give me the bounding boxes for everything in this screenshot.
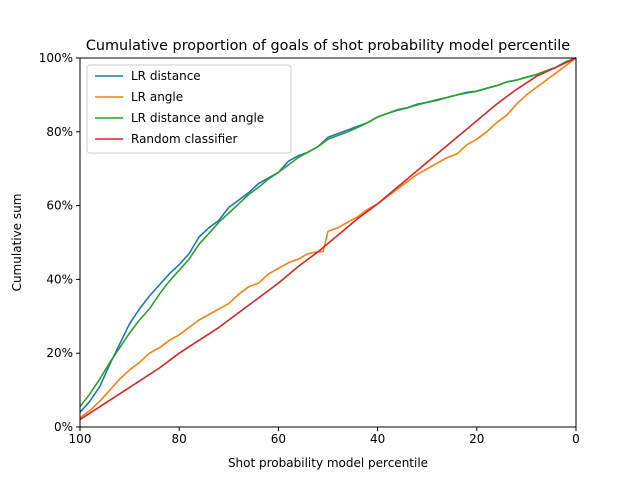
chart-title: Cumulative proportion of goals of shot p… [86, 38, 570, 54]
y-tick-label: 60% [46, 199, 73, 213]
series-line-3 [79, 57, 577, 421]
y-axis-label: Cumulative sum [10, 194, 24, 292]
x-tick-label: 0 [572, 432, 580, 446]
x-axis-ticks: 100 80 60 40 20 0 [69, 427, 580, 446]
y-tick-label: 40% [46, 272, 73, 286]
y-tick-label: 80% [46, 125, 73, 139]
y-tick-label: 0% [54, 420, 73, 434]
y-tick-label: 20% [46, 346, 73, 360]
y-axis-ticks: 0% 20% 40% 60% 80% 100% [39, 51, 80, 434]
legend: LR distance LR angle LR distance and angle… [86, 64, 292, 154]
x-tick-label: 40 [370, 432, 385, 446]
legend-label: Random classifier [131, 132, 238, 146]
x-tick-label: 60 [271, 432, 286, 446]
legend-label: LR distance [131, 69, 201, 83]
y-tick-label: 100% [39, 51, 73, 65]
x-axis-label: Shot probability model percentile [228, 456, 428, 470]
x-tick-label: 80 [172, 432, 187, 446]
legend-frame [86, 64, 292, 154]
plot-frame [79, 57, 577, 428]
x-tick-label: 20 [469, 432, 484, 446]
plot-lines [79, 57, 577, 421]
legend-label: LR angle [131, 90, 183, 104]
x-tick-label: 100 [69, 432, 92, 446]
legend-label: LR distance and angle [131, 111, 264, 125]
series-line-1 [79, 57, 577, 419]
series-line-2 [79, 57, 577, 408]
